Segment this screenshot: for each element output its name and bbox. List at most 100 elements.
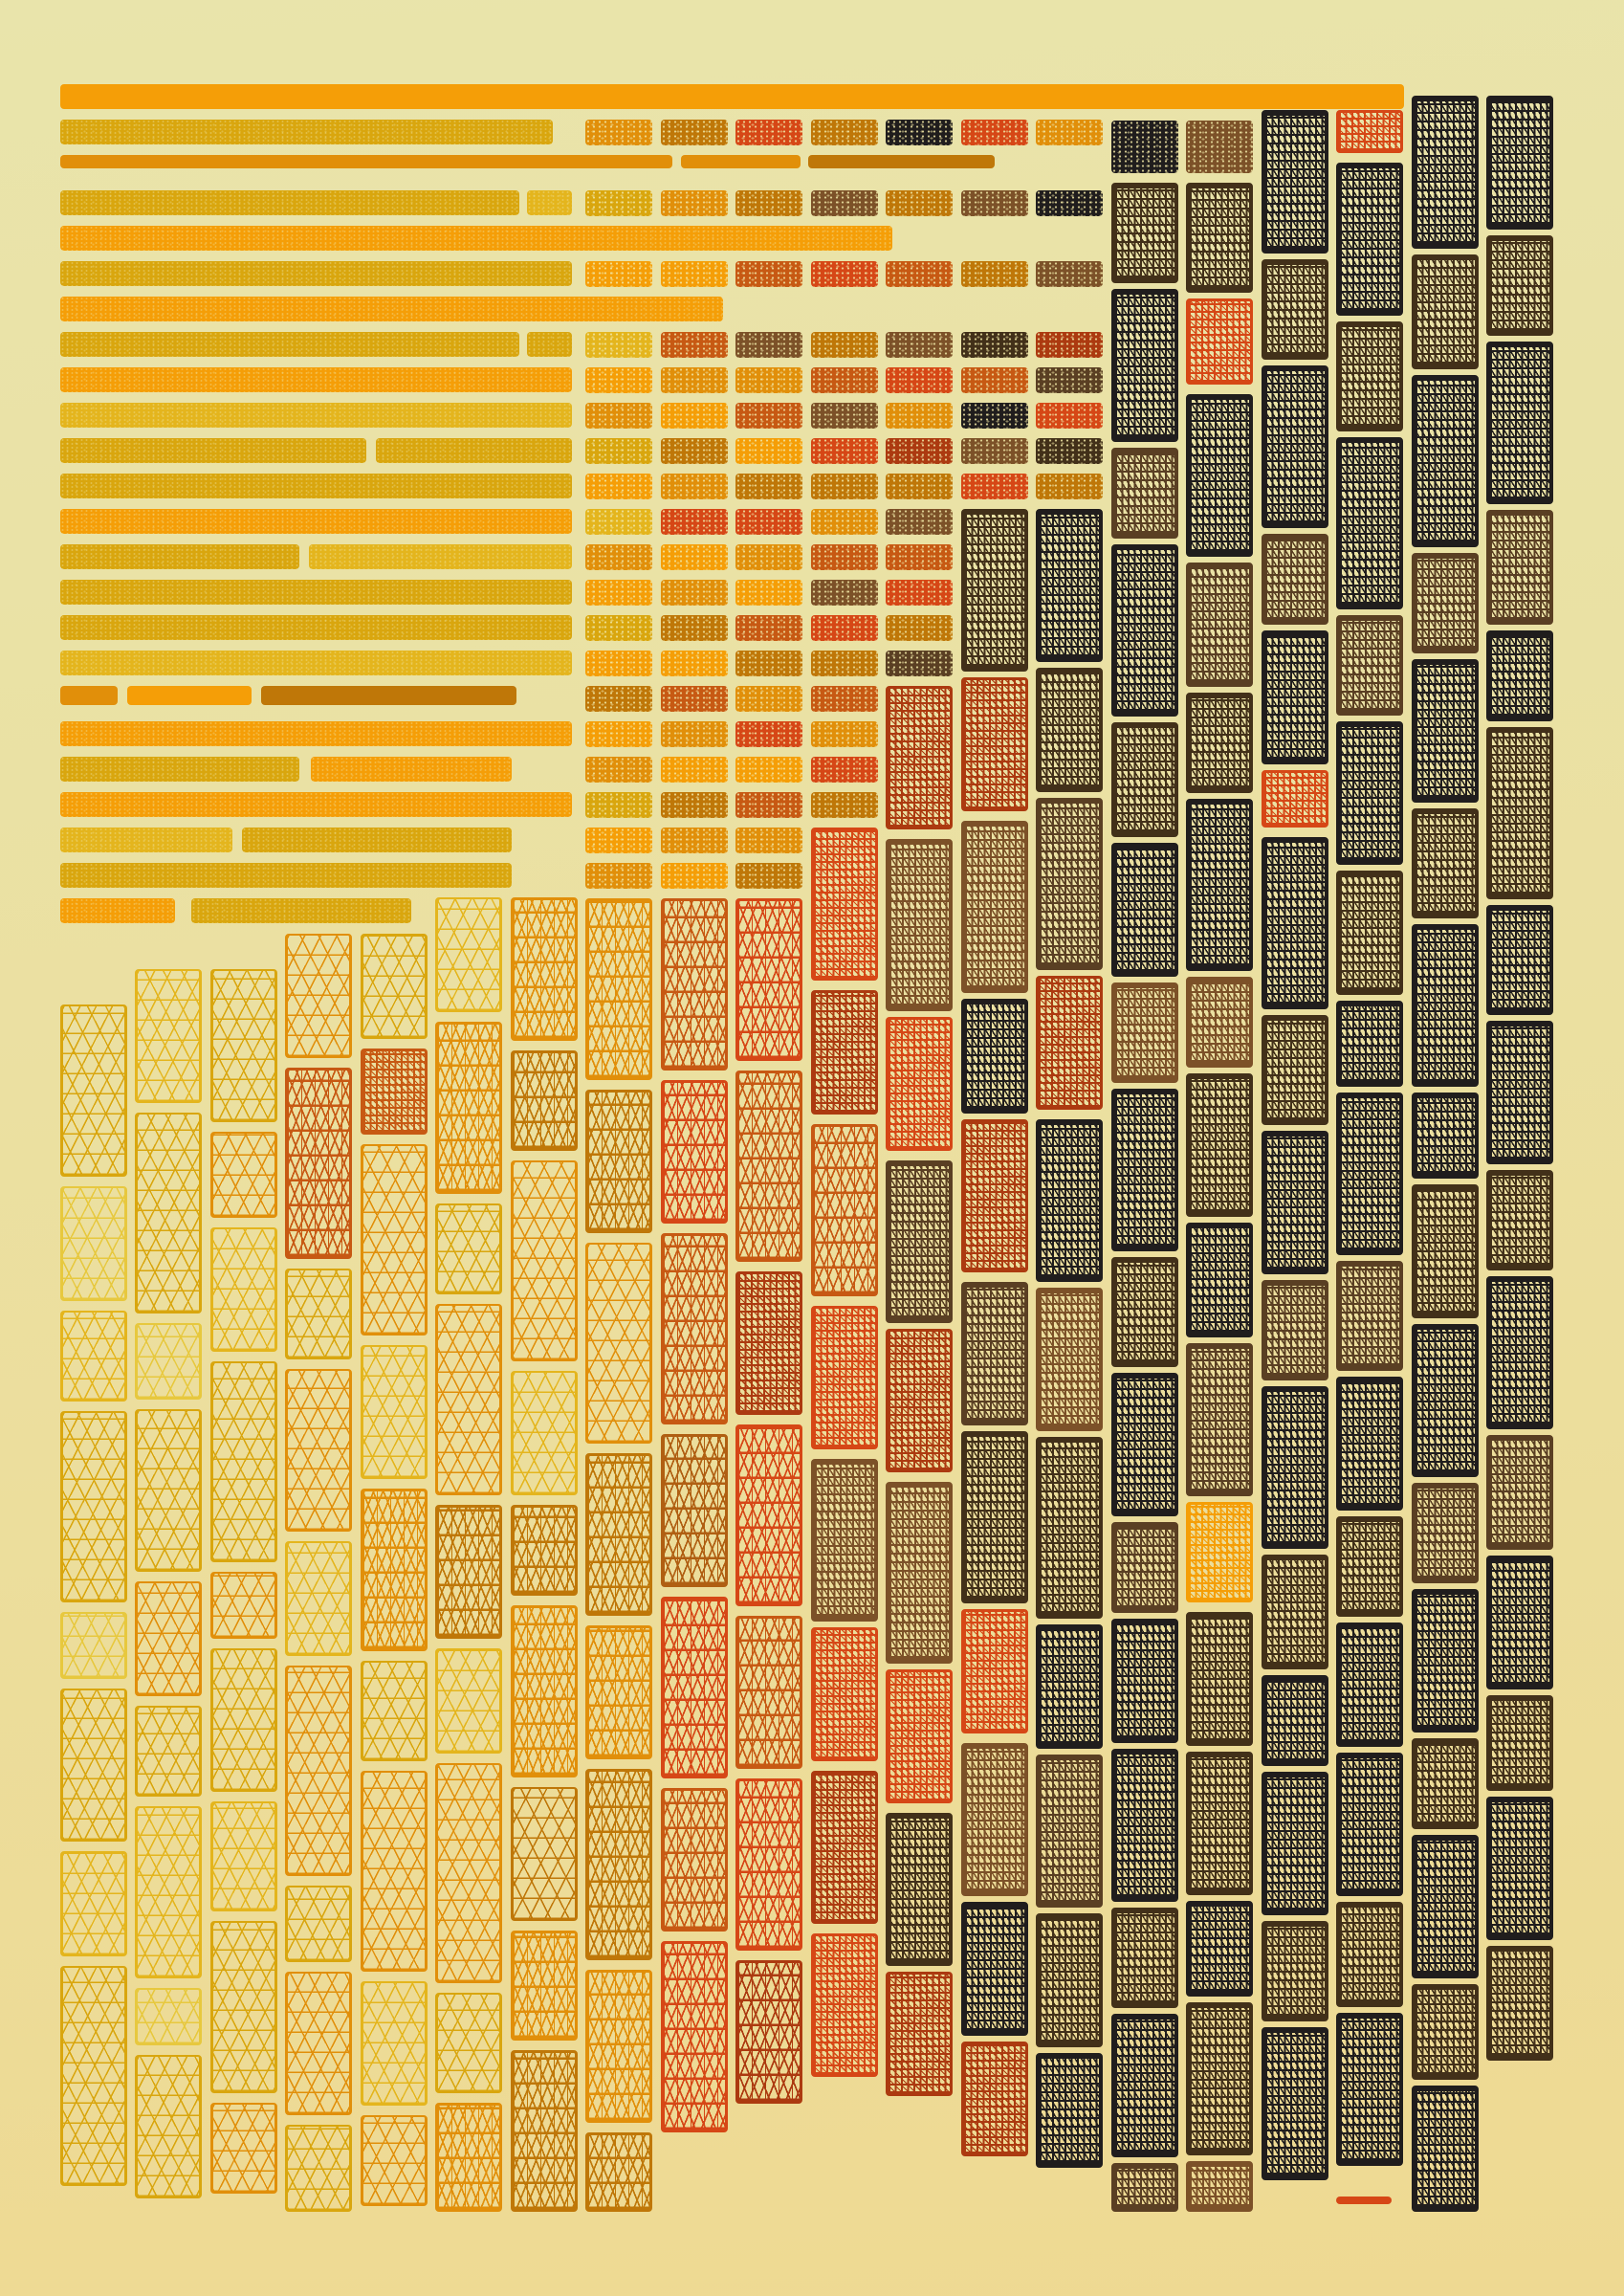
art-texture-block (661, 1233, 728, 1424)
art-texture-block (811, 615, 878, 641)
art-texture-block (1036, 509, 1103, 662)
art-texture-block (1412, 1984, 1479, 2080)
art-texture-block (585, 474, 652, 499)
art-texture-block (961, 1902, 1028, 2036)
art-texture-block (1036, 438, 1103, 464)
art-texture-block (886, 474, 953, 499)
art-texture-block (1186, 1901, 1253, 1997)
art-texture-block (585, 615, 652, 641)
art-texture-block (585, 190, 652, 216)
art-texture-block (60, 1851, 127, 1956)
art-texture-block (735, 438, 802, 464)
art-stripe-segment (60, 757, 299, 782)
art-texture-block (886, 580, 953, 606)
art-texture-block (1336, 1093, 1403, 1255)
art-stripe-segment (527, 190, 572, 215)
art-texture-block (585, 1243, 652, 1444)
art-texture-block (60, 1186, 127, 1301)
art-texture-block (1036, 1913, 1103, 2047)
art-texture-block (1262, 1280, 1328, 1380)
art-texture-block (585, 651, 652, 676)
art-texture-block (661, 792, 728, 818)
art-texture-block (735, 580, 802, 606)
art-texture-block (811, 509, 878, 535)
art-texture-block (961, 821, 1028, 993)
art-texture-block (961, 1431, 1028, 1603)
art-texture-block (361, 1049, 428, 1135)
art-texture-block (285, 1666, 352, 1876)
art-texture-block (735, 721, 802, 747)
art-texture-block (661, 898, 728, 1071)
art-texture-block (135, 1581, 202, 1696)
art-stripe-segment (808, 155, 995, 168)
art-texture-block (661, 474, 728, 499)
art-texture-block (1262, 1555, 1328, 1669)
art-texture-block (361, 1771, 428, 1972)
art-stripe-segment (60, 332, 519, 357)
art-texture-block (435, 1304, 502, 1495)
art-stripe-segment (60, 261, 572, 286)
art-texture-block (661, 615, 728, 641)
art-texture-block (735, 757, 802, 783)
art-texture-block (811, 651, 878, 676)
art-texture-block (1486, 905, 1553, 1015)
art-texture-block (1412, 1835, 1479, 1978)
art-texture-block (210, 1572, 277, 1639)
art-texture-block (735, 261, 802, 287)
art-texture-block (1336, 2013, 1403, 2166)
art-texture-block (961, 438, 1028, 464)
art-texture-block (886, 839, 953, 1011)
art-texture-block (661, 261, 728, 287)
art-texture-block (1111, 183, 1178, 283)
art-texture-block (811, 332, 878, 358)
art-texture-block (135, 1706, 202, 1797)
art-texture-block (361, 1345, 428, 1479)
art-texture-block (1412, 254, 1479, 369)
art-texture-block (1486, 1556, 1553, 1689)
art-stripe-segment (376, 438, 572, 463)
art-texture-block (1412, 1093, 1479, 1179)
art-texture-block (585, 261, 652, 287)
art-texture-block (735, 332, 802, 358)
art-texture-block (735, 1271, 802, 1415)
art-texture-block (435, 1022, 502, 1194)
art-stripe-segment (261, 686, 516, 705)
art-texture-block (661, 863, 728, 889)
art-texture-block (886, 120, 953, 145)
art-texture-block (285, 1269, 352, 1359)
art-texture-block (961, 1609, 1028, 1733)
art-texture-block (735, 367, 802, 393)
art-texture-block (1486, 1170, 1553, 1270)
art-texture-block (886, 1017, 953, 1151)
art-texture-block (1036, 2053, 1103, 2168)
art-texture-block (361, 1144, 428, 1336)
art-texture-block (1036, 261, 1103, 287)
art-texture-block (135, 1806, 202, 1978)
art-texture-block (1036, 976, 1103, 1110)
art-stripe-segment (60, 898, 175, 923)
art-texture-block (1486, 96, 1553, 230)
art-texture-block (961, 1119, 1028, 1272)
art-texture-block (1336, 1623, 1403, 1747)
art-stripe-segment (60, 651, 572, 675)
art-texture-block (585, 686, 652, 712)
art-texture-block (886, 615, 953, 641)
art-texture-block (661, 403, 728, 429)
art-texture-block (811, 1627, 878, 1761)
art-texture-block (1336, 163, 1403, 316)
art-texture-block (735, 1424, 802, 1606)
art-texture-block (811, 474, 878, 499)
art-texture-block (285, 934, 352, 1058)
art-texture-block (1111, 1749, 1178, 1902)
art-texture-block (1262, 365, 1328, 528)
art-stripe-segment (127, 686, 252, 705)
art-texture-block (585, 1625, 652, 1759)
art-texture-block (735, 898, 802, 1061)
art-texture-block (210, 1361, 277, 1562)
art-stripe-segment (309, 544, 572, 569)
art-texture-block (60, 1612, 127, 1679)
art-stripe-segment (60, 84, 1404, 109)
art-texture-block (1486, 630, 1553, 721)
art-texture-block (1111, 1522, 1178, 1613)
